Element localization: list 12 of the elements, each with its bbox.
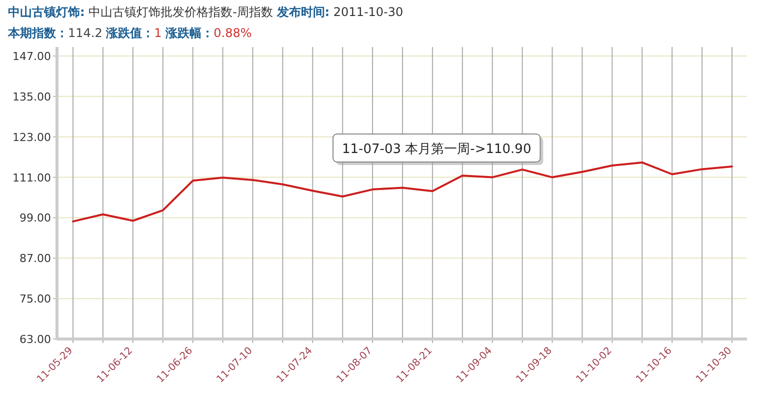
y-tick-label: 75.00 [20, 292, 51, 306]
y-tick-label: 111.00 [12, 171, 51, 184]
y-tick-label: 135.00 [12, 90, 51, 104]
y-tick-label: 147.00 [12, 50, 51, 63]
y-tick-label: 87.00 [20, 252, 51, 266]
chart-title: 中山古镇灯饰: 中山古镇灯饰批发价格指数-周指数 发布时间: 2011-10-30 [8, 5, 404, 19]
y-tick-label: 99.00 [20, 212, 51, 225]
line-series [72, 161, 733, 222]
annotation: 11-07-03 本月第一周->110.90 [342, 142, 532, 157]
y-tick-label: 123.00 [12, 130, 51, 144]
chart-subtitle: 本期指数：114.2 涨跌值：1 涨跌幅：0.88% [7, 26, 252, 40]
y-tick-label: 63.00 [20, 333, 51, 346]
